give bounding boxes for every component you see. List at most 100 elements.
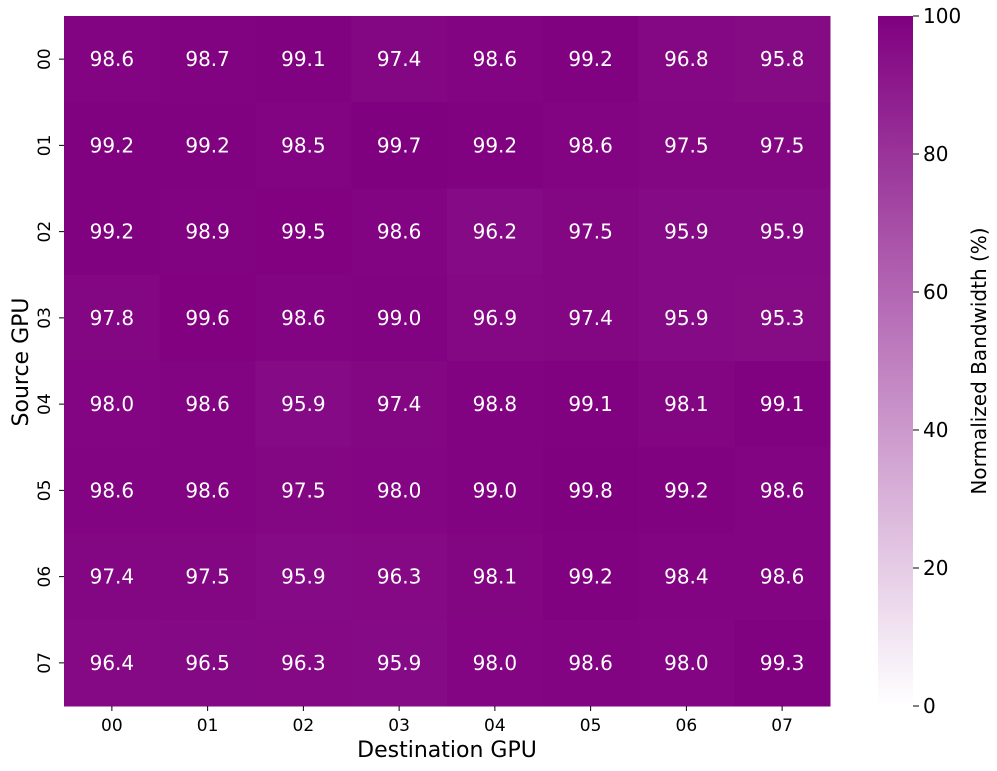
y-tick-label: 05 [35,480,55,502]
y-tick-label: 02 [35,221,55,243]
heatmap-cell-value: 99.2 [664,478,709,502]
heatmap-cell [159,102,256,189]
x-tick-label: 00 [101,716,123,736]
heatmap-cell [542,102,639,189]
heatmap-cell [447,447,544,534]
heatmap-cell-value: 99.1 [281,47,326,71]
heatmap-cell [734,619,831,707]
x-tick-label: 04 [484,716,506,736]
heatmap-cell [734,16,831,103]
heatmap-cell [447,619,544,707]
heatmap-cell-value: 97.5 [185,565,230,589]
heatmap-cell [447,274,544,362]
heatmap-cell-value: 99.1 [760,392,805,416]
heatmap-cell-value: 99.2 [568,565,613,589]
heatmap-cell-value: 97.4 [377,392,422,416]
heatmap-cell-value: 99.0 [377,306,422,330]
heatmap-cell-value: 96.9 [473,306,518,330]
heatmap-cell-value: 95.9 [377,651,422,675]
heatmap-cell [351,188,448,276]
heatmap-cell [351,102,448,189]
heatmap-cell-value: 98.6 [760,478,805,502]
heatmap-cell-value: 99.1 [568,392,613,416]
heatmap-cell [351,16,448,103]
colorbar-tick-label: 80 [923,142,948,166]
heatmap-cell-value: 96.3 [281,651,326,675]
heatmap-cell-value: 97.8 [90,306,135,330]
heatmap-cell [447,102,544,189]
heatmap-cell-value: 98.4 [664,565,709,589]
heatmap-cell [159,188,256,276]
heatmap-cell-value: 98.0 [377,478,422,502]
heatmap-cell-value: 95.9 [760,220,805,244]
heatmap-cell-value: 99.2 [568,47,613,71]
heatmap-cell-value: 95.9 [281,392,326,416]
heatmap-cell-value: 99.6 [185,306,230,330]
heatmap-cell-value: 95.8 [760,47,805,71]
heatmap-cell [638,361,735,448]
heatmap-cell [159,447,256,534]
heatmap-cell [255,274,352,362]
heatmap-cell-value: 98.0 [90,392,135,416]
heatmap-cell-value: 97.5 [760,133,805,157]
heatmap-cell [64,274,161,362]
heatmap-cell-value: 98.6 [90,47,135,71]
colorbar-label: Normalized Bandwidth (%) [967,227,991,494]
heatmap-cell [447,16,544,103]
heatmap-cell [638,533,735,621]
heatmap-cell [64,533,161,621]
heatmap-cell [351,447,448,534]
heatmap-cell [255,102,352,189]
heatmap-cell [638,16,735,103]
heatmap-cell-value: 97.5 [281,478,326,502]
heatmap-cell [159,361,256,448]
y-tick-label: 07 [35,652,55,674]
heatmap-cell-value: 99.3 [760,651,805,675]
heatmap-cell-value: 98.8 [473,392,518,416]
heatmap-cell-value: 96.8 [664,47,709,71]
heatmap-cell [734,361,831,448]
y-tick-label: 06 [35,566,55,588]
heatmap-cell-value: 99.8 [568,478,613,502]
heatmap-cell-labels: 98.6 98.7 99.1 97.4 98.6 99.2 96.8 95.8 99.2 99.2… [90,47,805,675]
heatmap-cell-value: 98.6 [568,133,613,157]
colorbar-ticks: 0 20 40 60 80 100 [913,4,961,718]
y-tick-label: 04 [35,393,55,415]
heatmap-cell-value: 95.9 [281,565,326,589]
heatmap-cell [64,447,161,534]
x-tick-label: 02 [293,716,315,736]
heatmap-cell-value: 99.2 [473,133,518,157]
colorbar-tick-label: 40 [923,418,948,442]
heatmap-cell-value: 98.6 [185,392,230,416]
heatmap-cell-value: 98.6 [568,651,613,675]
y-tick-label: 01 [35,135,55,157]
heatmap-cell-value: 98.0 [664,651,709,675]
heatmap-cell [638,188,735,276]
colorbar [878,16,913,706]
heatmap-cell-value: 99.2 [185,133,230,157]
heatmap-cell-value: 99.0 [473,478,518,502]
heatmap-cell [638,447,735,534]
colorbar-tick-label: 60 [923,280,948,304]
heatmap-cell-value: 98.6 [185,478,230,502]
heatmap-cell [734,274,831,362]
heatmap-cell-value: 98.6 [760,565,805,589]
x-axis-ticks: 00 01 02 03 04 05 06 07 [101,706,793,736]
heatmap-cell-value: 96.5 [185,651,230,675]
heatmap-cell-value: 98.0 [473,651,518,675]
heatmap-cell [734,447,831,534]
heatmap-cell-value: 98.1 [664,392,709,416]
y-tick-label: 03 [35,307,55,329]
heatmap-cell-value: 98.6 [90,478,135,502]
heatmap-cell-value: 98.1 [473,565,518,589]
heatmap-cells [64,16,831,707]
y-axis-ticks: 00 01 02 03 04 05 06 07 [35,48,64,674]
heatmap-cell-value: 98.6 [473,47,518,71]
heatmap-cell [255,16,352,103]
colorbar-tick-label: 0 [923,694,936,718]
heatmap-cell [351,361,448,448]
heatmap-cell [255,447,352,534]
heatmap-cell-value: 97.4 [377,47,422,71]
heatmap-cell [159,619,256,707]
heatmap-cell [351,274,448,362]
